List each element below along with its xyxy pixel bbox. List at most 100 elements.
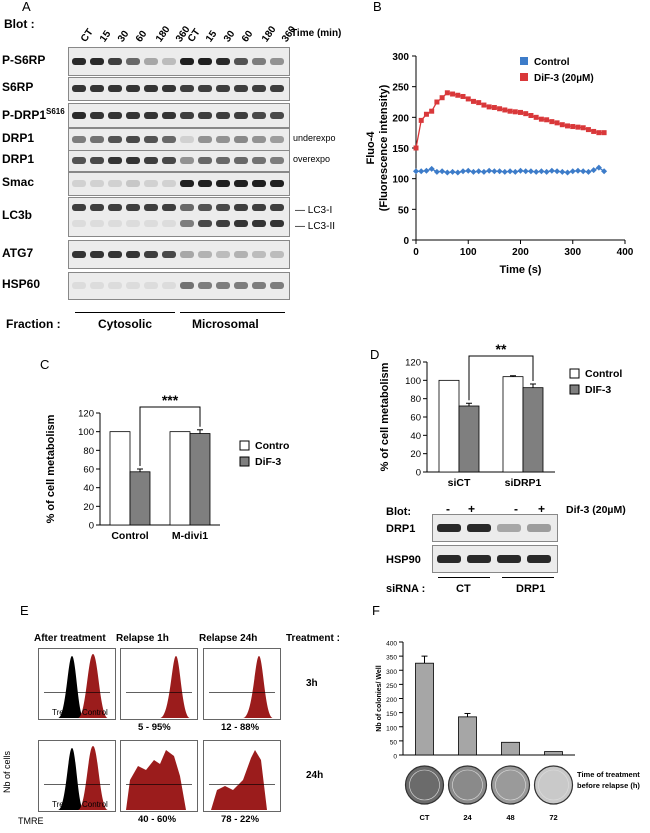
data-point: [439, 95, 445, 101]
y-axis-label-line1: Fluo-4: [365, 131, 377, 165]
panel-label-f: F: [372, 603, 380, 618]
data-point: [565, 123, 571, 129]
data-point: [439, 168, 446, 175]
histogram: [38, 740, 116, 812]
lane-label: 30: [222, 28, 238, 45]
blot-band: [180, 85, 194, 92]
blot-band: [198, 136, 212, 143]
y-tick-label: 250: [386, 683, 397, 690]
data-point: [596, 130, 602, 136]
histogram-frame: [203, 648, 281, 720]
lane-label: 60: [240, 28, 256, 45]
data-point: [575, 124, 581, 130]
histogram: [120, 648, 198, 720]
histogram-frame: [120, 648, 198, 720]
blot-band: [270, 204, 284, 211]
blot-band: [162, 282, 176, 289]
y-tick-label: 50: [390, 739, 398, 746]
data-point: [543, 168, 550, 175]
fraction-microsomal: Microsomal: [192, 317, 259, 331]
legend-swatch: [520, 57, 528, 65]
treated-peak: [58, 748, 84, 810]
data-point: [554, 168, 561, 175]
treatment-label: Treatment :: [286, 633, 340, 644]
category-label: 24: [463, 813, 472, 822]
data-point: [554, 120, 560, 126]
data-point: [497, 106, 503, 112]
blot-band: [216, 57, 230, 65]
data-point: [580, 168, 587, 175]
blot-band: [216, 282, 230, 289]
data-point: [450, 91, 456, 97]
legend-label: Control: [534, 57, 570, 68]
lane-label: 60: [134, 28, 150, 45]
blot-band: [234, 157, 248, 164]
blot-row-label: DRP1: [2, 152, 35, 166]
data-point: [481, 102, 487, 108]
colony-well: [404, 765, 445, 805]
y-tick-label: 400: [386, 641, 397, 648]
data-point: [523, 111, 529, 117]
blot-strip: [68, 103, 290, 128]
blot-band: [234, 220, 248, 227]
data-point: [465, 167, 472, 174]
significance-bracket: [139, 406, 201, 466]
data-point: [429, 108, 435, 114]
blot-band: [180, 220, 194, 227]
data-point: [569, 168, 576, 175]
y-axis-label: Nb of cells: [2, 750, 12, 793]
blot-band: [108, 204, 122, 211]
bar: [458, 716, 477, 756]
blot-band: [72, 85, 86, 92]
blot-band: [162, 220, 176, 227]
data-point: [601, 168, 608, 175]
calcium-line-chart: 0 50 100 150 200 250 300 0 100 200 300 400 Time (s) F…: [365, 52, 634, 276]
blot-band: [198, 282, 212, 289]
blot-band: [90, 204, 104, 211]
blot-band: [216, 111, 230, 119]
blot-strip: [432, 514, 558, 542]
data-point: [418, 168, 425, 175]
x-axis-label: Time (s): [500, 264, 542, 276]
blot-band: [90, 136, 104, 143]
category-label: siDRP1: [505, 477, 542, 489]
blot-band: [90, 57, 104, 65]
colony-well-inner: [409, 769, 440, 801]
blot-band: [144, 157, 158, 164]
blot-band: [126, 204, 140, 211]
blot-band: [216, 136, 230, 143]
blot-band: [72, 157, 86, 164]
column-header: After treatment: [34, 633, 106, 644]
bar: [129, 471, 151, 526]
legend-swatch: [520, 73, 528, 81]
bar: [169, 431, 191, 526]
exposure-note: underexpo: [293, 133, 336, 143]
x-tick-label: 300: [564, 247, 581, 258]
y-tick-label: 300: [392, 52, 409, 63]
data-point: [590, 167, 597, 174]
data-point: [491, 105, 497, 111]
data-point: [538, 168, 545, 175]
blot-band: [126, 111, 140, 119]
blot-band: [437, 524, 461, 532]
data-point: [595, 164, 602, 171]
y-tick-label: 20: [410, 449, 421, 460]
blot-band: [198, 85, 212, 92]
bar: [502, 376, 524, 473]
lane-label: CT: [79, 27, 96, 45]
time-label: Time (min): [291, 28, 342, 39]
data-point: [449, 168, 456, 175]
y-tick-label: 40: [83, 483, 94, 494]
y-tick-label: 100: [78, 427, 94, 438]
blot-band: [162, 180, 176, 187]
data-point: [580, 125, 586, 131]
blot-band: [162, 250, 176, 258]
lc3-i-label: — LC3-I: [295, 205, 333, 216]
control-peak: [78, 746, 108, 810]
blot-band: [162, 204, 176, 211]
y-tick-label: 60: [410, 413, 421, 424]
blot-band: [198, 157, 212, 164]
blot-band: [126, 250, 140, 258]
data-point: [470, 168, 477, 175]
category-label: Control: [111, 530, 148, 542]
